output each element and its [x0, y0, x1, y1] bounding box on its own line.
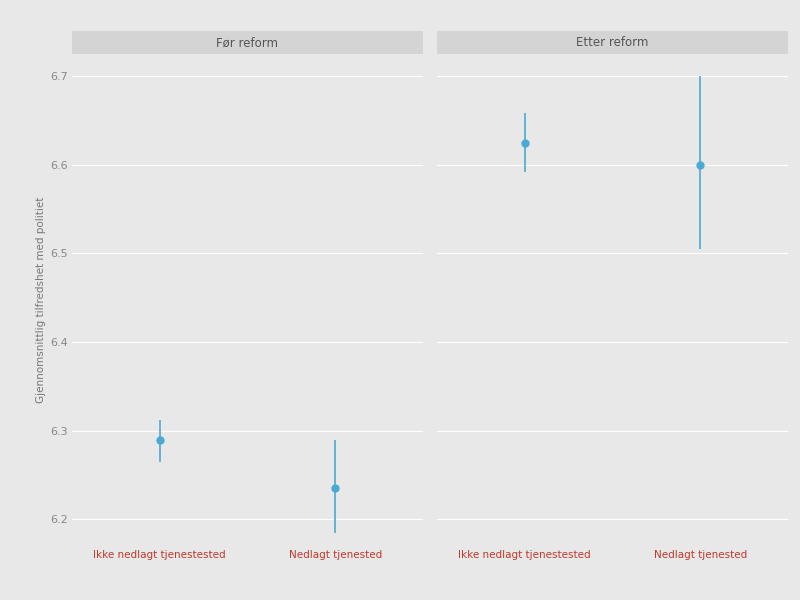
- Y-axis label: Gjennomsnittlig tilfredshet med politiet: Gjennomsnittlig tilfredshet med politiet: [36, 197, 46, 403]
- Text: Før reform: Før reform: [217, 36, 278, 49]
- Text: Etter reform: Etter reform: [576, 36, 649, 49]
